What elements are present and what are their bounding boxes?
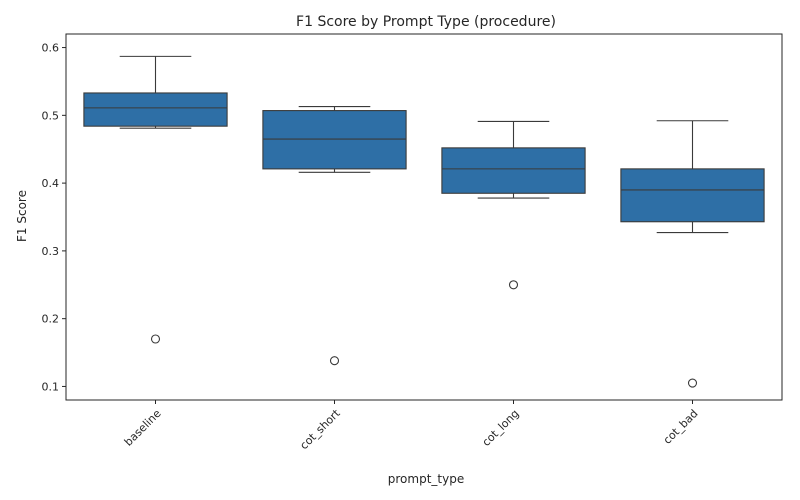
x-axis-label: prompt_type — [388, 472, 464, 486]
plot-frame — [65, 33, 783, 401]
x-tick-label: cot_long — [480, 407, 522, 449]
plot-area: 0.1 0.2 0.3 0.4 0.5 0.6 baseline cot_short cot_l… — [42, 42, 765, 452]
chart-title: F1 Score by Prompt Type (procedure) — [296, 14, 556, 30]
x-tick-label: cot_short — [297, 406, 343, 452]
y-axis-label: F1 Score — [15, 190, 29, 242]
outlier-point — [508, 280, 519, 290]
y-tick-label: 0.2 — [42, 313, 60, 326]
box-cot_long — [441, 147, 586, 194]
y-tick-label: 0.5 — [42, 109, 60, 122]
x-tick-label: baseline — [122, 407, 164, 449]
y-tick-label: 0.4 — [42, 177, 60, 190]
outlier-point — [687, 378, 698, 388]
y-tick-label: 0.6 — [42, 42, 60, 55]
box-cot_short — [262, 110, 407, 170]
x-tick-label: cot_bad — [661, 407, 701, 447]
outlier-point — [329, 356, 340, 366]
y-tick-label: 0.3 — [42, 245, 60, 258]
outlier-point — [150, 334, 161, 344]
box-cot_bad — [620, 168, 765, 223]
box-baseline — [83, 92, 228, 127]
y-tick-label: 0.1 — [42, 380, 60, 393]
